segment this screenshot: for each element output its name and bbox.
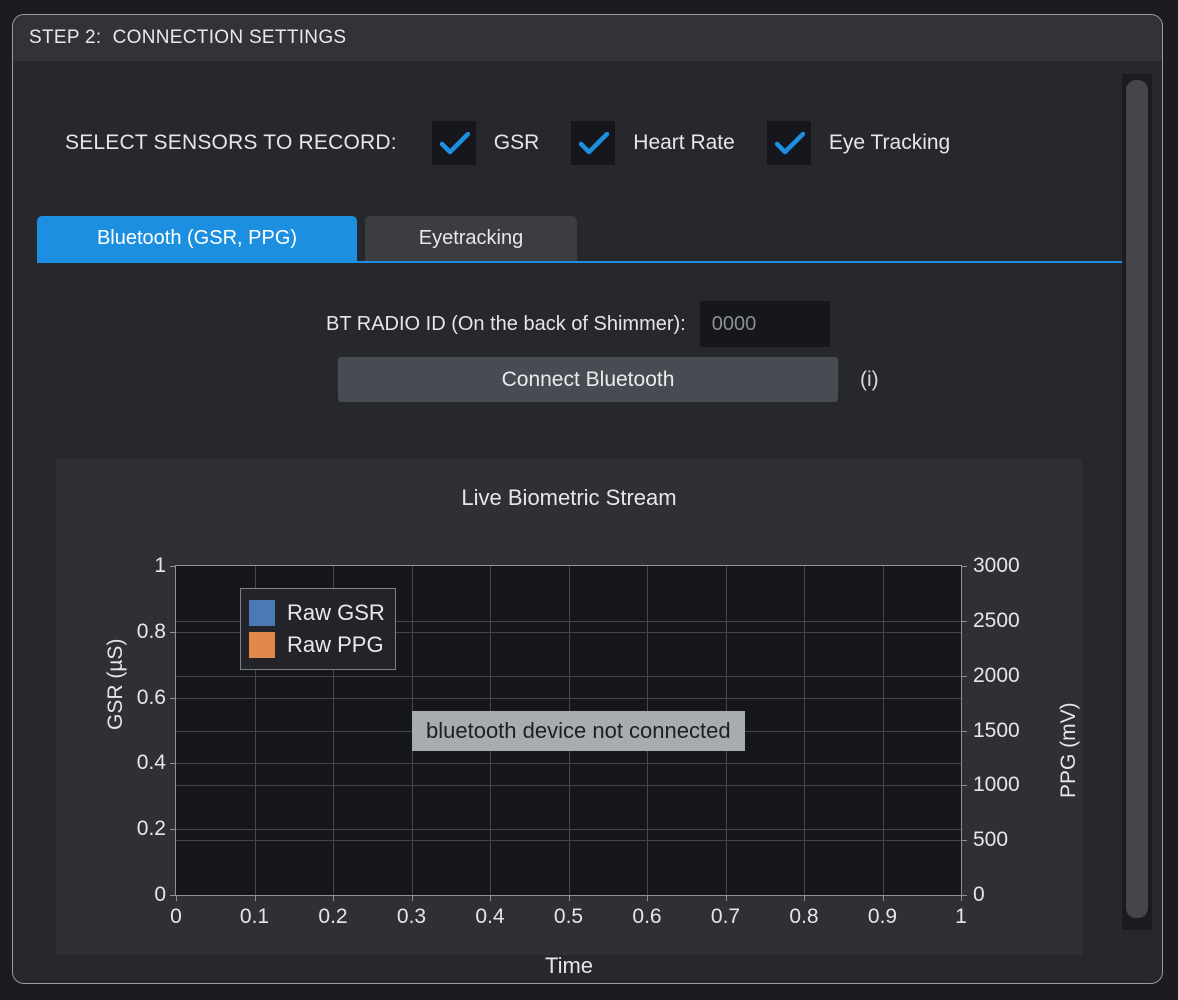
x-tick-mark — [333, 895, 334, 901]
page-title: STEP 2: CONNECTION SETTINGS — [29, 27, 347, 48]
connect-row: Connect Bluetooth (i) — [338, 357, 879, 402]
chart-y-axis-label: GSR (µS) — [104, 638, 127, 730]
y-tick-mark — [170, 895, 176, 896]
x-tick-label: 0.4 — [475, 905, 505, 928]
y2-tick-mark — [961, 566, 967, 567]
x-tick-mark — [882, 895, 884, 901]
chart-y2-axis-label: PPG (mV) — [1057, 702, 1080, 798]
check-icon — [439, 132, 470, 155]
y-tick-label: 1 — [154, 554, 166, 577]
x-tick-mark — [568, 895, 570, 901]
y-tick-label: 0.8 — [136, 619, 166, 643]
x-tick-mark — [411, 895, 413, 901]
y2-tick-label: 500 — [973, 828, 1009, 852]
x-tick-label: 1 — [955, 905, 967, 928]
checkbox-eye-tracking[interactable] — [766, 121, 811, 165]
checkbox-label-eye-tracking: Eye Tracking — [828, 131, 951, 154]
bt-radio-row: BT RADIO ID (On the back of Shimmer): — [326, 301, 830, 347]
x-tick-mark — [725, 895, 727, 901]
legend-label-raw-ppg: Raw PPG — [287, 632, 384, 657]
x-tick-label: 0.8 — [789, 905, 819, 928]
y-tick-label: 0.2 — [136, 817, 166, 841]
chart-plot-area: 0 0.2 0.4 0.6 0.8 1 0 500 1000 — [137, 554, 1020, 928]
info-icon[interactable]: (i) — [860, 367, 879, 391]
panel-header: STEP 2: CONNECTION SETTINGS — [13, 15, 1162, 61]
scrollbar-thumb[interactable] — [1126, 80, 1148, 918]
y-tick-mark — [170, 829, 176, 831]
y2-tick-mark — [961, 840, 967, 842]
gridline-v — [333, 566, 334, 895]
y2-tick-mark — [961, 895, 967, 896]
x-tick-label: 0.1 — [239, 905, 270, 928]
x-tick-mark — [176, 895, 177, 901]
y2-tick-label: 0 — [973, 883, 985, 906]
checkbox-label-heart-rate: Heart Rate — [633, 131, 735, 154]
sensor-select-row: SELECT SENSORS TO RECORD: GSR — [65, 121, 950, 165]
legend-label-raw-gsr: Raw GSR — [287, 600, 385, 625]
y2-tick-label: 3000 — [973, 554, 1020, 577]
chart-status-message: bluetooth device not connected — [412, 711, 745, 751]
gridline-v — [804, 566, 805, 895]
x-tick-label: 0.5 — [553, 905, 584, 928]
bt-radio-id-input[interactable] — [699, 301, 830, 347]
y-tick-label: 0.4 — [136, 751, 166, 775]
y-tick-label: 0 — [154, 883, 166, 906]
x-tick-mark — [254, 895, 256, 901]
sensor-option-heart-rate[interactable]: Heart Rate — [571, 121, 735, 165]
x-tick-mark — [490, 895, 491, 901]
x-tick-label: 0.9 — [867, 905, 898, 928]
y-tick-label: 0.6 — [136, 685, 166, 709]
x-tick-label: 0.7 — [710, 905, 741, 928]
x-tick-label: 0.3 — [396, 905, 427, 928]
y2-tick-mark — [961, 785, 967, 787]
chart-title: Live Biometric Stream — [461, 485, 677, 510]
chart-x-axis-label: Time — [544, 953, 594, 978]
tab-underline — [37, 261, 1137, 263]
checkbox-label-gsr: GSR — [493, 131, 540, 154]
legend-item-raw-gsr: Raw GSR — [249, 597, 385, 629]
legend-swatch-raw-gsr — [249, 600, 275, 626]
tab-eyetracking[interactable]: Eyetracking — [365, 216, 577, 261]
y-tick-mark — [170, 566, 176, 567]
y2-tick-mark — [961, 675, 967, 677]
connection-settings-panel: STEP 2: CONNECTION SETTINGS SELECT SENSO… — [12, 14, 1163, 984]
y2-tick-label: 1000 — [973, 773, 1020, 797]
checkbox-gsr[interactable] — [431, 121, 476, 165]
y2-tick-mark — [961, 730, 967, 732]
tab-bluetooth[interactable]: Bluetooth (GSR, PPG) — [37, 216, 357, 261]
x-tick-mark — [647, 895, 648, 901]
y-tick-mark — [170, 763, 176, 765]
y2-tick-label: 2000 — [973, 663, 1020, 687]
legend-swatch-raw-ppg — [249, 632, 275, 658]
y2-tick-label: 2500 — [973, 608, 1020, 632]
x-tick-mark — [961, 895, 962, 901]
y-tick-mark — [170, 631, 176, 633]
gridline-v — [882, 566, 884, 895]
sensor-option-eye-tracking[interactable]: Eye Tracking — [766, 121, 951, 165]
check-icon — [579, 132, 610, 155]
sensor-option-gsr[interactable]: GSR — [431, 121, 540, 165]
checkbox-heart-rate[interactable] — [571, 121, 616, 165]
gridline-v — [254, 566, 256, 895]
bt-radio-label: BT RADIO ID (On the back of Shimmer): — [326, 312, 686, 335]
live-biometric-chart: Live Biometric Stream GSR (µS) PPG (mV) … — [56, 458, 1082, 978]
y-tick-mark — [170, 697, 176, 699]
sensor-select-label: SELECT SENSORS TO RECORD: — [65, 131, 397, 154]
panel-body: SELECT SENSORS TO RECORD: GSR — [13, 61, 1162, 983]
chart-legend: Raw GSR Raw PPG — [240, 588, 396, 670]
x-tick-mark — [804, 895, 805, 901]
x-tick-label: 0 — [170, 905, 182, 928]
check-icon — [774, 132, 805, 155]
vertical-scrollbar[interactable] — [1122, 74, 1152, 930]
y2-tick-mark — [961, 620, 967, 622]
legend-item-raw-ppg: Raw PPG — [249, 629, 385, 661]
x-tick-label: 0.6 — [632, 905, 662, 928]
tab-bar: Bluetooth (GSR, PPG) Eyetracking — [25, 216, 1137, 264]
y2-tick-label: 1500 — [973, 718, 1020, 742]
x-tick-label: 0.2 — [318, 905, 348, 928]
connect-bluetooth-button[interactable]: Connect Bluetooth — [338, 357, 838, 402]
